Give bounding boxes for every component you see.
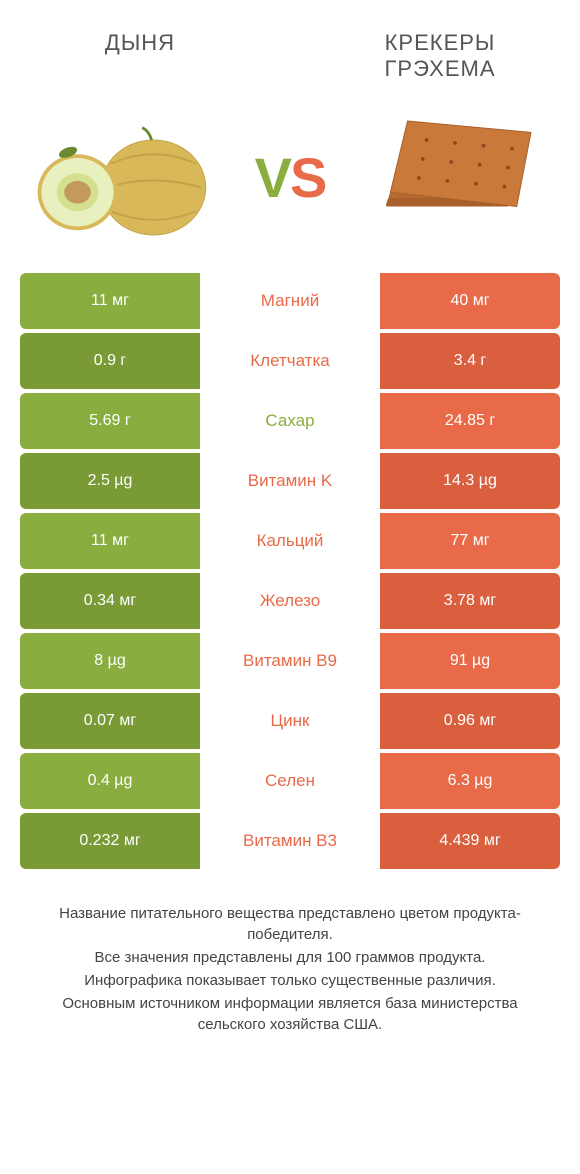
footer-line-4: Основным источником информации является … [30, 993, 550, 1035]
left-value-cell: 8 µg [20, 633, 200, 689]
left-value-cell: 5.69 г [20, 393, 200, 449]
nutrient-label: Железо [200, 573, 380, 629]
right-food-title: КРЕКЕРЫ ГРЭХЕМА [340, 30, 540, 83]
nutrient-label: Клетчатка [200, 333, 380, 389]
melon-icon [30, 103, 220, 253]
nutrient-label: Цинк [200, 693, 380, 749]
table-row: 11 мгКальций77 мг [20, 513, 560, 569]
right-value-cell: 3.78 мг [380, 573, 560, 629]
right-value-cell: 3.4 г [380, 333, 560, 389]
nutrient-label: Сахар [200, 393, 380, 449]
cracker-icon [360, 103, 550, 253]
left-value-cell: 11 мг [20, 513, 200, 569]
left-value-cell: 0.07 мг [20, 693, 200, 749]
left-value-cell: 0.9 г [20, 333, 200, 389]
nutrient-label: Магний [200, 273, 380, 329]
right-value-cell: 6.3 µg [380, 753, 560, 809]
table-row: 8 µgВитамин B991 µg [20, 633, 560, 689]
footer-line-3: Инфографика показывает только существенн… [30, 970, 550, 991]
left-value-cell: 2.5 µg [20, 453, 200, 509]
right-value-cell: 0.96 мг [380, 693, 560, 749]
left-value-cell: 11 мг [20, 273, 200, 329]
table-row: 0.4 µgСелен6.3 µg [20, 753, 560, 809]
header: ДЫНЯ КРЕКЕРЫ ГРЭХЕМА [0, 0, 580, 93]
cracker-image [360, 103, 550, 253]
nutrient-table: 11 мгМагний40 мг0.9 гКлетчатка3.4 г5.69 … [0, 273, 580, 873]
melon-image [30, 103, 220, 253]
left-value-cell: 0.34 мг [20, 573, 200, 629]
right-value-cell: 14.3 µg [380, 453, 560, 509]
left-food-title: ДЫНЯ [40, 30, 240, 83]
table-row: 0.232 мгВитамин B34.439 мг [20, 813, 560, 869]
table-row: 0.34 мгЖелезо3.78 мг [20, 573, 560, 629]
vs-label: VS [255, 145, 326, 210]
vs-v: V [255, 146, 290, 209]
right-value-cell: 24.85 г [380, 393, 560, 449]
right-value-cell: 77 мг [380, 513, 560, 569]
footer-line-2: Все значения представлены для 100 граммо… [30, 947, 550, 968]
footer-line-1: Название питательного вещества представл… [30, 903, 550, 945]
right-value-cell: 40 мг [380, 273, 560, 329]
nutrient-label: Витамин K [200, 453, 380, 509]
right-value-cell: 91 µg [380, 633, 560, 689]
nutrient-label: Витамин B3 [200, 813, 380, 869]
table-row: 0.07 мгЦинк0.96 мг [20, 693, 560, 749]
footer-notes: Название питательного вещества представл… [0, 873, 580, 1037]
table-row: 11 мгМагний40 мг [20, 273, 560, 329]
table-row: 0.9 гКлетчатка3.4 г [20, 333, 560, 389]
left-value-cell: 0.4 µg [20, 753, 200, 809]
left-value-cell: 0.232 мг [20, 813, 200, 869]
table-row: 2.5 µgВитамин K14.3 µg [20, 453, 560, 509]
infographic-container: ДЫНЯ КРЕКЕРЫ ГРЭХЕМА VS [0, 0, 580, 1174]
nutrient-label: Кальций [200, 513, 380, 569]
table-row: 5.69 гСахар24.85 г [20, 393, 560, 449]
images-row: VS [0, 93, 580, 273]
nutrient-label: Селен [200, 753, 380, 809]
right-value-cell: 4.439 мг [380, 813, 560, 869]
nutrient-label: Витамин B9 [200, 633, 380, 689]
vs-s: S [290, 146, 325, 209]
